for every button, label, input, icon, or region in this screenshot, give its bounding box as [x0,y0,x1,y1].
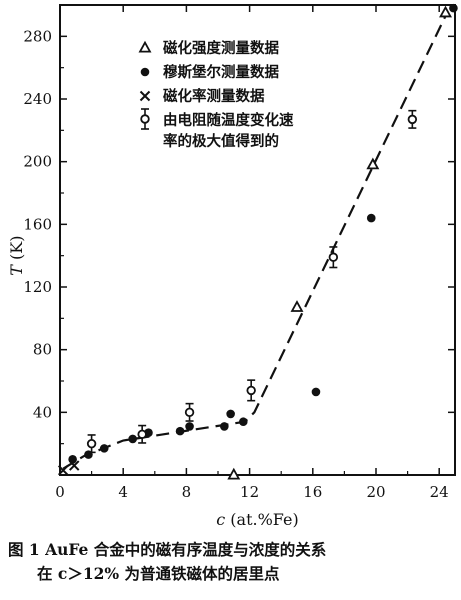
legend-label-2: 穆斯堡尔测量数据 [163,63,279,81]
x-tick-label: 8 [182,483,192,501]
y-axis-title-symbol: T [7,260,26,276]
series-2-dot-marker [238,417,248,427]
x-axis-title-unit: (at.%Fe) [230,510,298,529]
legend-ring-marker [140,114,150,124]
x-tick-label: 12 [240,483,259,501]
y-axis-title-unit: (K) [7,236,26,260]
x-axis-title-symbol: c [216,510,230,529]
legend-label-3: 磁化率测量数据 [163,87,265,105]
series-4-ring-marker [246,385,256,396]
series-1-triangle-marker [227,467,241,480]
y-tick-label: 280 [23,27,52,45]
legend-label-4-line-2: 率的极大值得到的 [163,132,279,150]
figure-caption-line-2: 在 c＞12% 为普通铁磁体的居里点 [37,564,280,583]
series-2-dot-marker [366,213,376,223]
series-2-dot-marker [311,387,321,397]
series-3-cross-marker [57,465,69,476]
x-axis-title: c (at.%Fe) [216,510,298,529]
series-1-triangle-marker [290,300,304,312]
y-axis-title: T (K) [7,236,26,276]
series-1-triangle-marker [439,5,452,18]
series-4-ring-marker [328,252,339,262]
x-tick-label: 20 [366,483,385,501]
series-4-ring-marker [407,114,418,125]
series-2-dot-marker [99,444,109,453]
x-tick-label: 16 [303,483,322,501]
series-2-dot-marker [220,422,229,431]
legend-label-4-line-1: 由电阻随温度变化速 [163,111,294,129]
plot-frame [59,4,456,476]
series-4-ring-marker [137,429,147,439]
legend-1-triangle-marker [138,40,152,53]
series-2-dot-marker [128,434,137,444]
y-tick-label: 160 [23,215,52,233]
series-2-dot-marker [226,409,235,419]
series-2-dot-marker [185,422,194,431]
legend-label-1: 磁化强度测量数据 [163,39,279,57]
series-2-dot-marker [175,426,185,436]
x-tick-label: 0 [55,483,65,501]
y-tick-label: 240 [23,90,52,108]
series-2-dot-marker [449,3,458,13]
y-tick-label: 200 [23,153,52,171]
y-tick-label: 80 [33,341,52,359]
series-3-cross-marker [69,460,80,471]
chart: 0 4 8 12 16 20 24 40 80 120 160 200 240 280 T (K) c (at… [7,3,458,529]
y-tick-label: 40 [33,403,52,421]
legend-3-cross-marker [139,90,151,102]
x-tick-label: 24 [430,483,449,501]
y-tick-label: 120 [23,278,52,296]
x-tick-label: 4 [118,483,128,501]
figure-caption-line-1: 图 1 AuFe 合金中的磁有序温度与浓度的关系 [8,540,327,559]
series-1-triangle-marker [366,157,380,170]
legend-2-dot-marker [140,67,150,77]
series-4-ring-marker [86,438,97,449]
series-4-ring-marker [184,407,195,418]
